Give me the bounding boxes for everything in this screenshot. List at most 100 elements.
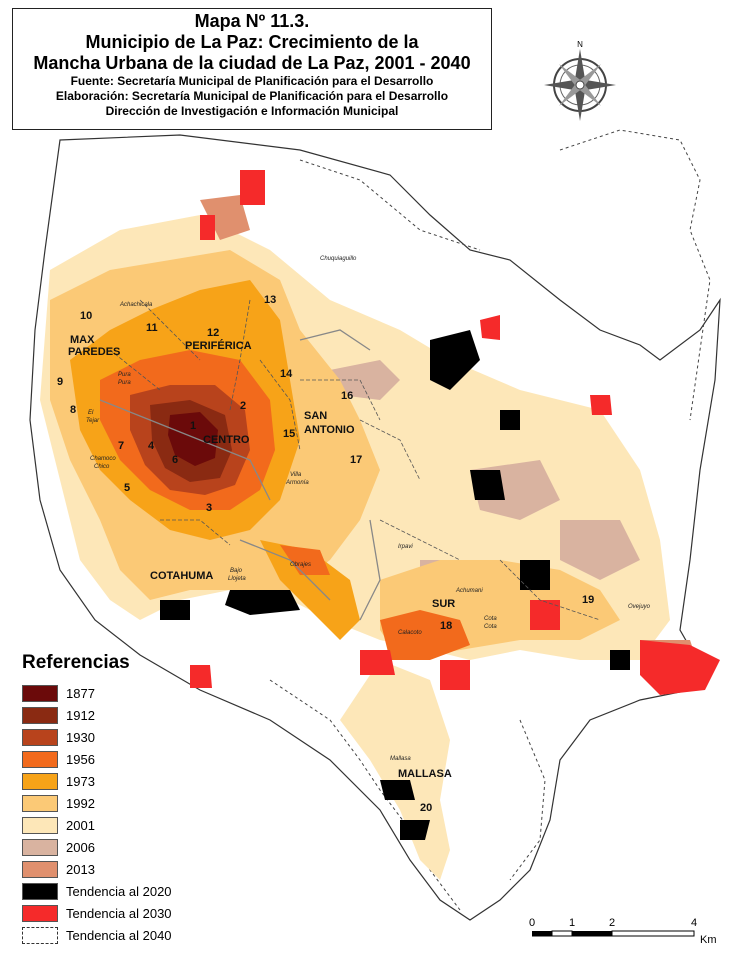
layer-1956-sur [280, 545, 470, 660]
place-el-tejar-2: Tejar [86, 418, 100, 424]
label-periferica: PERIFÉRICA [185, 340, 252, 352]
place-ovejuyo: Ovejuyo [628, 604, 651, 610]
place-cota-cota-1: Cota [484, 616, 497, 622]
legend-item: 2006 [22, 836, 172, 858]
district-boundaries [109, 299, 601, 621]
legend-label: 2013 [66, 861, 95, 877]
legend-item: 1992 [22, 792, 172, 814]
map-number: Mapa Nº 11.3. [194, 11, 310, 31]
district-15: 15 [283, 428, 296, 440]
scale-bar-graphic: 0 1 2 4 Km [529, 917, 717, 946]
district-6: 6 [172, 454, 179, 466]
place-chamoco-chico-1: Chamoco [90, 456, 116, 462]
district-20: 20 [420, 802, 433, 814]
compass-north-label: N [577, 40, 583, 49]
legend-label: 1956 [66, 751, 95, 767]
district-4: 4 [148, 440, 155, 452]
district-5: 5 [124, 482, 131, 494]
trend-2040-outline [269, 129, 711, 911]
label-san-antonio-1: SAN [304, 410, 328, 422]
legend-swatch [22, 750, 58, 768]
macrodistrict-boundaries [99, 329, 381, 621]
place-achumani: Achumani [456, 588, 483, 594]
label-san-antonio-2: ANTONIO [304, 424, 355, 436]
legend-label: 2001 [66, 817, 95, 833]
district-9: 9 [57, 376, 64, 388]
place-chamoco-chico-2: Chico [94, 464, 110, 470]
place-calacoto: Calacoto [398, 630, 422, 636]
legend-label: 1930 [66, 729, 95, 745]
scale-tick-2: 2 [609, 917, 615, 929]
legend-label: Tendencia al 2040 [66, 927, 172, 943]
district-3: 3 [206, 502, 213, 514]
place-el-tejar-1: El [88, 410, 94, 416]
place-bajo-llojeta-1: Bajo [230, 568, 243, 574]
legend-label: 1973 [66, 773, 95, 789]
legend-swatch [22, 904, 58, 922]
map-title-line-2: Municipio de La Paz: Crecimiento de la [85, 32, 419, 52]
legend-label: 1877 [66, 685, 95, 701]
map-title-line-3: Mancha Urbana de la ciudad de La Paz, 20… [33, 53, 471, 73]
legend-item: 1930 [22, 726, 172, 748]
legend-swatch [22, 882, 58, 900]
trend-2020 [160, 330, 630, 840]
district-13: 13 [264, 294, 277, 306]
legend-label: Tendencia al 2020 [66, 883, 172, 899]
place-mallasa: Mallasa [390, 756, 411, 762]
legend-item: Tendencia al 2030 [22, 902, 172, 924]
legend-item: 1877 [22, 682, 172, 704]
place-obrajes: Obrajes [290, 562, 312, 568]
label-mallasa: MALLASA [398, 768, 452, 780]
place-achachicala: Achachicala [120, 302, 153, 308]
place-pura-pura-1: Pura [118, 372, 131, 378]
legend-swatch [22, 860, 58, 878]
place-bajo-llojeta-2: Llojeta [228, 576, 246, 582]
district-19: 19 [582, 594, 595, 606]
label-centro: CENTRO [203, 434, 250, 446]
legend-item: 2001 [22, 814, 172, 836]
legend-label: Tendencia al 2030 [66, 905, 172, 921]
district-7: 7 [118, 440, 125, 452]
legend-item: Tendencia al 2040 [22, 924, 172, 946]
legend: Referencias 1877 1912 1930 1956 1973 1992 2001… [22, 652, 172, 946]
district-14: 14 [280, 368, 293, 380]
legend-item: 1956 [22, 748, 172, 770]
district-16: 16 [341, 390, 354, 402]
legend-items: 1877 1912 1930 1956 1973 1992 2001 2006 2013 Tend… [22, 682, 172, 946]
district-1: 1 [190, 420, 197, 432]
label-max-paredes-1: MAX [70, 334, 95, 346]
legend-swatch [22, 816, 58, 834]
map-elaboration: Elaboración: Secretaría Municipal de Pla… [55, 89, 449, 103]
legend-label: 1912 [66, 707, 95, 723]
district-11: 11 [146, 322, 158, 334]
scale-tick-0: 0 [529, 917, 535, 929]
legend-swatch [22, 684, 58, 702]
legend-item: Tendencia al 2020 [22, 880, 172, 902]
legend-swatch [22, 838, 58, 856]
district-18: 18 [440, 620, 453, 632]
place-irpavi: Irpavi [398, 544, 413, 550]
label-sur: SUR [432, 598, 456, 610]
legend-item: 1973 [22, 770, 172, 792]
legend-swatch [22, 926, 58, 944]
legend-swatch [22, 728, 58, 746]
map-direction: Dirección de Investigación e Información… [105, 104, 399, 118]
map-source: Fuente: Secretaría Municipal de Planific… [70, 74, 434, 88]
scale-bar: 0 1 2 4 Km [528, 913, 728, 958]
place-villa-armonia-1: Villa [290, 472, 302, 478]
place-cota-cota-2: Cota [484, 624, 497, 630]
legend-title: Referencias [22, 652, 130, 673]
district-2: 2 [240, 400, 247, 412]
legend-swatch [22, 772, 58, 790]
scale-tick-1: 1 [569, 917, 575, 929]
label-max-paredes-2: PAREDES [68, 346, 121, 358]
compass-rose-icon: N [544, 40, 616, 121]
scale-unit: Km [700, 934, 717, 946]
district-8: 8 [70, 404, 77, 416]
place-chuquiaguillo: Chuquiaguillo [320, 256, 357, 262]
place-villa-armonia-2: Armonía [286, 480, 309, 486]
legend-swatch [22, 706, 58, 724]
layer-1973-south [260, 540, 360, 640]
legend-item: 2013 [22, 858, 172, 880]
